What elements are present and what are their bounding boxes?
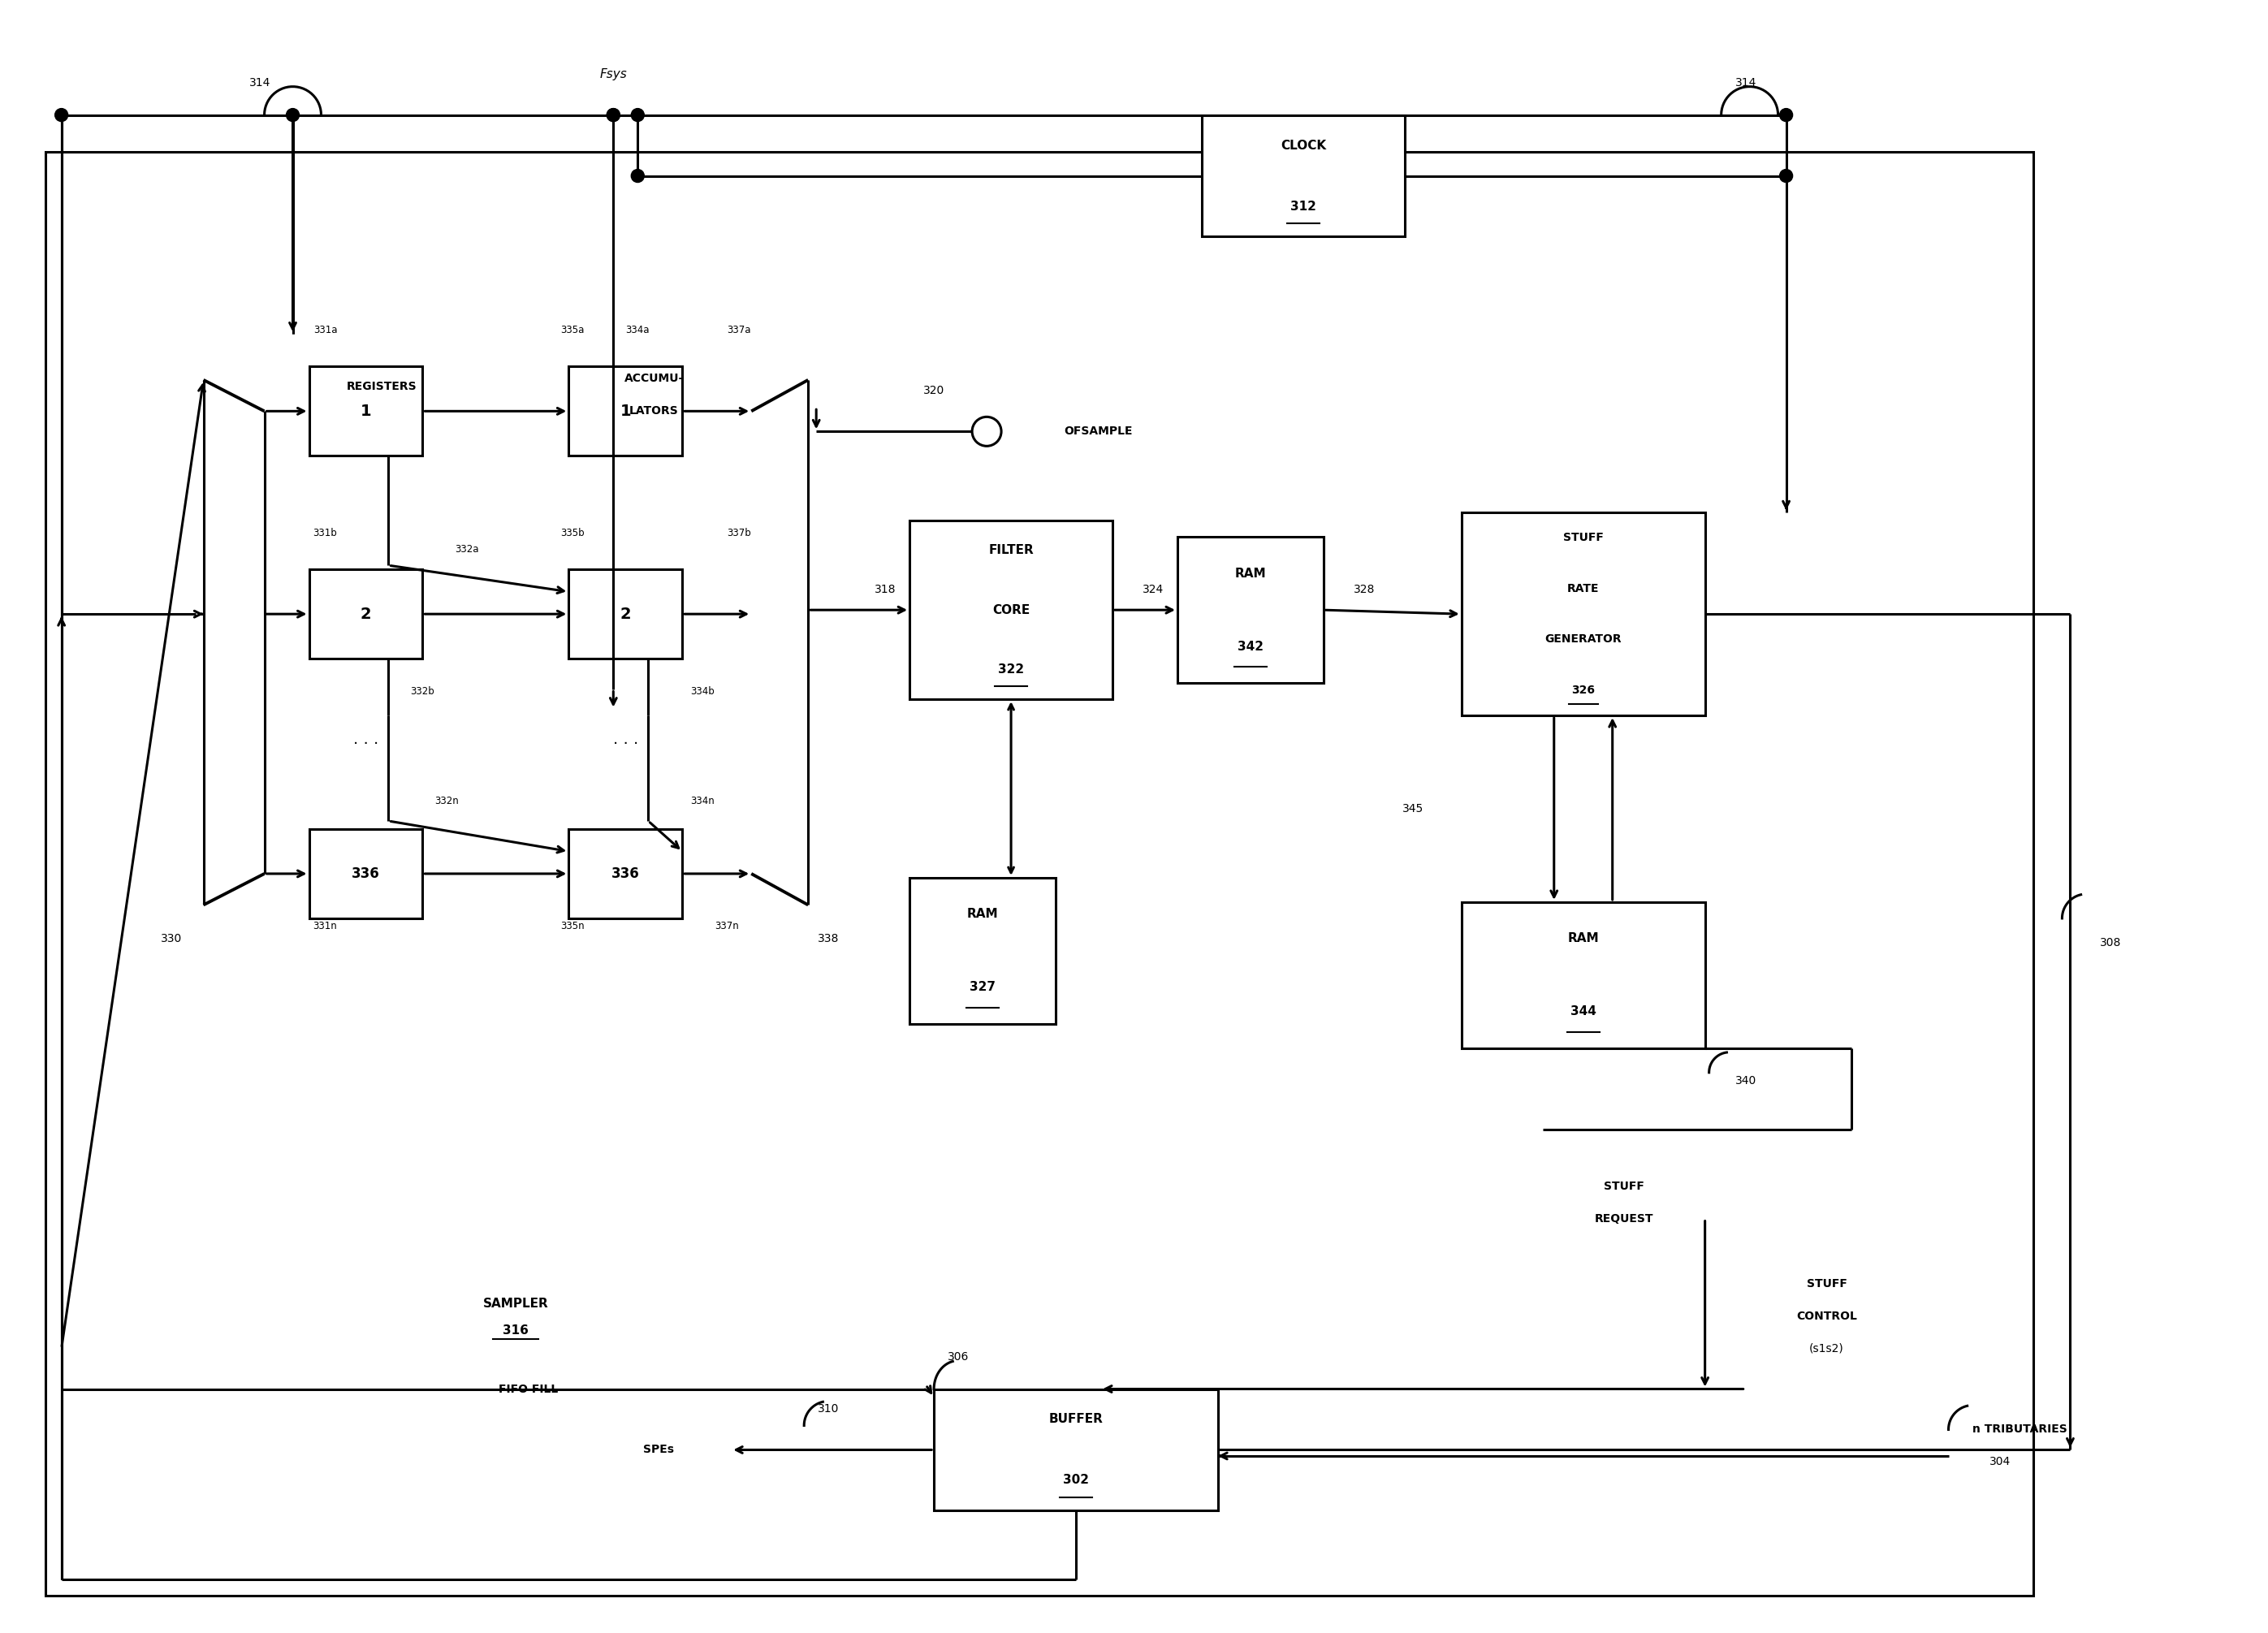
Text: 306: 306 — [948, 1350, 968, 1362]
Circle shape — [608, 108, 619, 121]
Bar — [934, 1390, 1218, 1511]
Text: SPEs: SPEs — [644, 1444, 674, 1455]
Text: RAM: RAM — [1234, 567, 1266, 580]
Text: 335n: 335n — [560, 921, 585, 932]
Text: REGISTERS: REGISTERS — [347, 380, 417, 392]
Text: 1: 1 — [619, 403, 631, 420]
Text: FILTER: FILTER — [989, 544, 1034, 557]
Text: 344: 344 — [1569, 1006, 1597, 1017]
Text: 338: 338 — [819, 932, 839, 944]
Text: 334b: 334b — [689, 686, 714, 696]
Text: 332n: 332n — [435, 795, 458, 807]
Text: 324: 324 — [1143, 585, 1163, 596]
Text: 337a: 337a — [728, 325, 751, 335]
Text: 312: 312 — [1290, 201, 1315, 212]
Circle shape — [1780, 108, 1792, 121]
Text: GENERATOR: GENERATOR — [1545, 634, 1622, 645]
Text: 326: 326 — [1572, 684, 1594, 696]
Bar — [1461, 901, 1706, 1048]
Bar — [569, 366, 683, 456]
Text: 332a: 332a — [456, 544, 479, 554]
Text: 336: 336 — [352, 867, 381, 882]
Circle shape — [286, 108, 299, 121]
Text: OFSAMPLE: OFSAMPLE — [1064, 426, 1132, 438]
Text: 314: 314 — [249, 77, 270, 88]
Circle shape — [631, 170, 644, 183]
Text: 334n: 334n — [689, 795, 714, 807]
Text: 327: 327 — [971, 981, 996, 993]
Text: SAMPLER: SAMPLER — [483, 1298, 549, 1310]
Text: 334a: 334a — [626, 325, 649, 335]
Text: 345: 345 — [1402, 803, 1424, 815]
Text: Fsys: Fsys — [599, 69, 626, 80]
Text: n TRIBUTARIES: n TRIBUTARIES — [1973, 1424, 2068, 1435]
Text: 331a: 331a — [313, 325, 338, 335]
Text: FIFO FILL: FIFO FILL — [499, 1383, 558, 1395]
Circle shape — [1780, 170, 1792, 183]
Text: 320: 320 — [923, 385, 943, 397]
Bar — [909, 521, 1114, 699]
Bar — [1461, 513, 1706, 715]
Bar — [909, 879, 1055, 1024]
Bar — [308, 570, 422, 658]
Circle shape — [54, 108, 68, 121]
Text: 331b: 331b — [313, 527, 338, 539]
Text: RAM: RAM — [966, 908, 998, 921]
Text: 335a: 335a — [560, 325, 585, 335]
Text: 328: 328 — [1354, 585, 1374, 596]
Text: CORE: CORE — [993, 604, 1030, 616]
Bar — [569, 830, 683, 918]
Bar — [308, 830, 422, 918]
Text: 340: 340 — [1735, 1075, 1755, 1086]
Text: 316: 316 — [503, 1324, 528, 1337]
Text: 318: 318 — [875, 585, 896, 596]
Text: · · ·: · · · — [612, 736, 637, 751]
Text: 314: 314 — [1735, 77, 1755, 88]
Text: 330: 330 — [161, 932, 181, 944]
Circle shape — [608, 108, 619, 121]
Text: 302: 302 — [1064, 1475, 1089, 1486]
Text: 304: 304 — [1989, 1457, 2009, 1468]
Text: CONTROL: CONTROL — [1796, 1310, 1857, 1321]
Text: 2: 2 — [361, 606, 372, 622]
Text: · · ·: · · · — [354, 736, 379, 751]
Text: 342: 342 — [1238, 640, 1263, 653]
Text: (s1s2): (s1s2) — [1810, 1342, 1844, 1354]
Text: ACCUMU-: ACCUMU- — [624, 372, 683, 384]
Bar — [1202, 114, 1404, 237]
Text: STUFF: STUFF — [1563, 532, 1603, 544]
Text: STUFF: STUFF — [1603, 1181, 1644, 1192]
Text: 335b: 335b — [560, 527, 585, 539]
Text: 336: 336 — [612, 867, 640, 882]
Text: CLOCK: CLOCK — [1281, 139, 1327, 152]
Text: 332b: 332b — [411, 686, 435, 696]
Text: LATORS: LATORS — [628, 405, 678, 416]
Text: RAM: RAM — [1567, 932, 1599, 946]
Text: 331n: 331n — [313, 921, 338, 932]
Text: 1: 1 — [361, 403, 372, 420]
Bar — [308, 366, 422, 456]
Text: BUFFER: BUFFER — [1048, 1413, 1102, 1426]
Text: REQUEST: REQUEST — [1594, 1213, 1653, 1225]
Text: 337b: 337b — [728, 527, 751, 539]
Bar — [45, 152, 2034, 1595]
Bar — [188, 335, 844, 1349]
Text: 2: 2 — [619, 606, 631, 622]
Text: 337n: 337n — [714, 921, 739, 932]
Text: 308: 308 — [2100, 937, 2121, 949]
Text: 322: 322 — [998, 663, 1025, 676]
Bar — [569, 570, 683, 658]
Text: STUFF: STUFF — [1808, 1277, 1846, 1288]
Bar — [1177, 537, 1325, 683]
Text: 310: 310 — [819, 1404, 839, 1414]
Text: RATE: RATE — [1567, 583, 1599, 594]
Circle shape — [631, 108, 644, 121]
